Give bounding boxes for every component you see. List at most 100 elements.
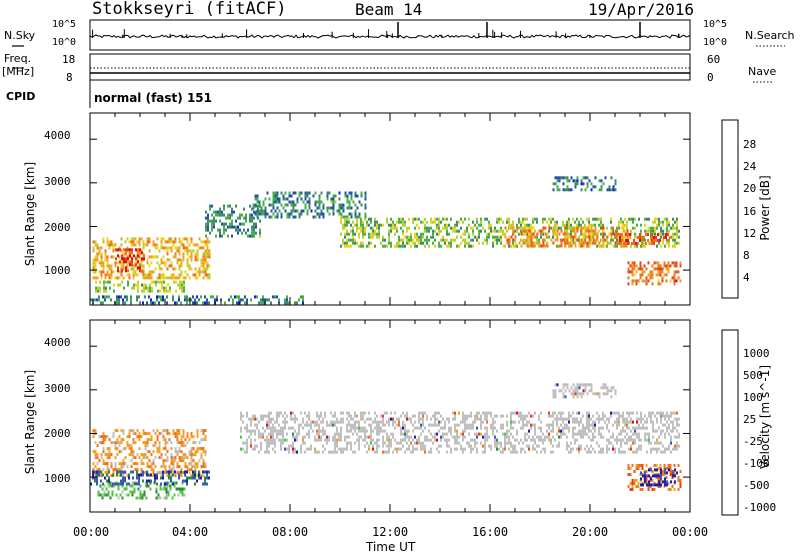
echo-cell bbox=[656, 474, 658, 478]
echo-cell bbox=[584, 426, 586, 430]
echo-cell bbox=[334, 444, 336, 448]
echo-cell bbox=[146, 261, 149, 265]
echo-cell bbox=[522, 447, 524, 451]
echo-cell bbox=[508, 238, 511, 242]
echo-cell bbox=[206, 267, 209, 271]
echo-cell bbox=[402, 232, 404, 236]
echo-cell bbox=[336, 432, 338, 436]
echo-cell bbox=[438, 244, 440, 248]
echo-cell bbox=[227, 234, 229, 238]
echo-cell bbox=[540, 229, 543, 233]
echo-cell bbox=[496, 438, 498, 442]
echo-cell bbox=[106, 270, 109, 274]
echo-cell bbox=[182, 429, 185, 433]
echo-cell bbox=[140, 453, 143, 457]
echo-cell bbox=[344, 435, 346, 439]
echo-cell bbox=[620, 429, 622, 433]
echo-cell bbox=[290, 203, 293, 207]
echo-cell bbox=[128, 482, 130, 486]
echo-cell bbox=[580, 395, 583, 399]
echo-cell bbox=[94, 429, 97, 433]
echo-cell bbox=[94, 264, 97, 268]
echo-cell bbox=[490, 411, 492, 415]
echo-cell bbox=[454, 438, 456, 442]
echo-cell bbox=[608, 441, 610, 445]
echo-cell bbox=[270, 417, 272, 421]
echo-cell bbox=[504, 435, 506, 439]
echo-cell bbox=[346, 197, 349, 201]
echo-cell bbox=[176, 462, 179, 466]
echo-cell bbox=[576, 447, 578, 451]
echo-cell bbox=[626, 423, 628, 427]
echo-cell bbox=[414, 217, 416, 221]
echo-cell bbox=[302, 301, 304, 305]
echo-cell bbox=[574, 426, 576, 430]
echo-cell bbox=[138, 473, 140, 477]
echo-cell bbox=[100, 474, 103, 478]
echo-cell bbox=[496, 414, 498, 418]
echo-cell bbox=[408, 444, 410, 448]
echo-cell bbox=[422, 241, 424, 245]
echo-cell bbox=[630, 444, 632, 448]
echo-cell bbox=[438, 229, 440, 233]
echo-cell bbox=[582, 244, 585, 248]
echo-cell bbox=[580, 392, 583, 396]
echo-cell bbox=[558, 435, 560, 439]
echo-cell bbox=[458, 435, 460, 439]
echo-cell bbox=[524, 238, 526, 242]
echo-cell bbox=[376, 447, 378, 451]
echo-cell bbox=[486, 420, 488, 424]
echo-cell bbox=[160, 471, 163, 475]
echo-cell bbox=[362, 414, 364, 418]
echo-cell bbox=[548, 226, 551, 230]
echo-cell bbox=[416, 238, 418, 242]
echo-cell bbox=[360, 217, 362, 221]
echo-cell bbox=[530, 426, 532, 430]
echo-cell bbox=[350, 194, 353, 198]
power-panel bbox=[89, 112, 691, 306]
echo-cell bbox=[194, 258, 197, 262]
echo-cell bbox=[632, 450, 634, 454]
echo-cell bbox=[280, 447, 282, 451]
echo-cell bbox=[490, 223, 492, 227]
echo-cell bbox=[153, 280, 155, 284]
echo-cell bbox=[188, 249, 191, 253]
echo-cell bbox=[544, 447, 546, 451]
echo-cell bbox=[354, 232, 356, 236]
echo-cell bbox=[213, 210, 215, 214]
echo-cell bbox=[614, 188, 617, 192]
echo-cell bbox=[266, 426, 268, 430]
echo-cell bbox=[390, 432, 392, 436]
echo-cell bbox=[598, 417, 600, 421]
echo-cell bbox=[350, 414, 352, 418]
nsky-frame bbox=[89, 19, 691, 51]
echo-cell bbox=[562, 417, 564, 421]
echo-cell bbox=[270, 435, 272, 439]
echo-cell bbox=[588, 450, 590, 454]
echo-cell bbox=[338, 212, 341, 216]
echo-cell bbox=[243, 207, 245, 211]
echo-cell bbox=[241, 231, 243, 235]
echo-cell bbox=[610, 220, 612, 224]
echo-cell bbox=[107, 493, 110, 497]
echo-cell bbox=[644, 477, 646, 481]
echo-cell bbox=[326, 206, 329, 210]
echo-cell bbox=[298, 215, 301, 219]
echo-cell bbox=[649, 479, 652, 482]
echo-cell bbox=[667, 464, 670, 467]
echo-cell bbox=[302, 295, 304, 299]
echo-cell bbox=[272, 206, 275, 210]
echo-cell bbox=[552, 229, 555, 233]
echo-cell bbox=[678, 241, 680, 245]
echo-cell bbox=[606, 235, 609, 239]
echo-cell bbox=[446, 223, 448, 227]
echo-cell bbox=[432, 423, 434, 427]
echo-cell bbox=[178, 264, 181, 268]
echo-cell bbox=[627, 261, 630, 265]
echo-cell bbox=[144, 471, 147, 475]
echo-cell bbox=[378, 423, 380, 427]
echo-cell bbox=[642, 417, 644, 421]
echo-cell bbox=[550, 438, 552, 442]
echo-cell bbox=[558, 441, 560, 445]
echo-cell bbox=[172, 471, 175, 475]
